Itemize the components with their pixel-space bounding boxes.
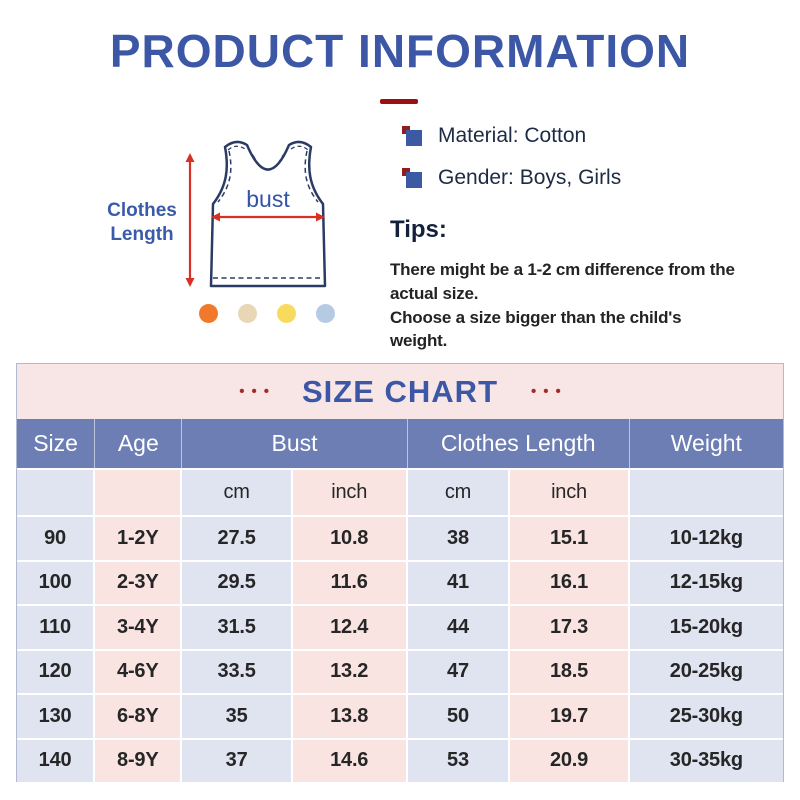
tank-top-drawing bbox=[209, 140, 327, 288]
tip-line: There might be a 1-2 cm difference from … bbox=[390, 260, 735, 303]
cell-size: 140 bbox=[17, 737, 96, 782]
cell-bust-inch: 10.8 bbox=[292, 515, 408, 560]
cell-size: 120 bbox=[17, 648, 96, 693]
cell-bust-cm: 29.5 bbox=[182, 559, 293, 604]
tips-text: There might be a 1-2 cm difference from … bbox=[390, 258, 735, 353]
tip-line: Choose a size bigger than the child's we… bbox=[390, 307, 682, 351]
cell-age: 3-4Y bbox=[95, 604, 183, 649]
cell-bust-cm: 37 bbox=[182, 737, 293, 782]
clothes-length-label: Clothes Length bbox=[107, 200, 177, 245]
unit-cell-empty bbox=[17, 468, 96, 515]
header-age: Age bbox=[95, 419, 183, 468]
bullet-squares-icon bbox=[402, 126, 424, 148]
cell-age: 1-2Y bbox=[95, 515, 183, 560]
cell-age: 4-6Y bbox=[95, 648, 183, 693]
material-row: Material: Cotton bbox=[402, 124, 760, 148]
cell-length-inch: 15.1 bbox=[510, 515, 630, 560]
cell-size: 100 bbox=[17, 559, 96, 604]
unit-length-inch: inch bbox=[510, 468, 630, 515]
dots-decoration-right: ••• bbox=[531, 383, 568, 400]
cell-length-cm: 44 bbox=[407, 604, 511, 649]
cell-length-cm: 38 bbox=[407, 515, 511, 560]
cell-size: 130 bbox=[17, 693, 96, 738]
cell-length-cm: 50 bbox=[407, 693, 511, 738]
color-swatch-orange bbox=[199, 304, 218, 323]
bullet-squares-icon bbox=[402, 168, 424, 190]
color-swatch-beige bbox=[238, 304, 257, 323]
cell-bust-inch: 11.6 bbox=[292, 559, 408, 604]
unit-cell-empty bbox=[629, 468, 783, 515]
bust-arrow-icon bbox=[211, 212, 325, 222]
gender-text: Gender: Boys, Girls bbox=[438, 166, 622, 189]
unit-bust-inch: inch bbox=[292, 468, 408, 515]
color-swatch-yellow bbox=[277, 304, 296, 323]
cell-weight: 15-20kg bbox=[629, 604, 783, 649]
product-details: Material: Cotton Gender: Boys, Girls Tip… bbox=[390, 124, 760, 353]
cell-bust-inch: 13.2 bbox=[292, 648, 408, 693]
header-weight: Weight bbox=[629, 419, 783, 468]
gender-row: Gender: Boys, Girls bbox=[402, 166, 760, 190]
dots-decoration-left: ••• bbox=[239, 383, 276, 400]
size-row-130: 130 6-8Y 35 13.8 50 19.7 25-30kg bbox=[17, 693, 783, 738]
unit-cell-empty bbox=[95, 468, 183, 515]
size-row-100: 100 2-3Y 29.5 11.6 41 16.1 12-15kg bbox=[17, 559, 783, 604]
table-units-row: cm inch cm inch bbox=[17, 468, 783, 515]
cell-bust-inch: 14.6 bbox=[292, 737, 408, 782]
cell-length-inch: 19.7 bbox=[510, 693, 630, 738]
unit-length-cm: cm bbox=[407, 468, 511, 515]
cell-length-inch: 20.9 bbox=[510, 737, 630, 782]
tips-heading: Tips: bbox=[390, 216, 447, 243]
size-row-90: 90 1-2Y 27.5 10.8 38 15.1 10-12kg bbox=[17, 515, 783, 560]
size-row-120: 120 4-6Y 33.5 13.2 47 18.5 20-25kg bbox=[17, 648, 783, 693]
size-chart-header-band: ••• SIZE CHART ••• bbox=[17, 364, 783, 419]
cell-length-inch: 16.1 bbox=[510, 559, 630, 604]
cell-bust-cm: 31.5 bbox=[182, 604, 293, 649]
cell-weight: 12-15kg bbox=[629, 559, 783, 604]
cell-bust-cm: 33.5 bbox=[182, 648, 293, 693]
cell-weight: 25-30kg bbox=[629, 693, 783, 738]
cell-bust-inch: 13.8 bbox=[292, 693, 408, 738]
cell-size: 90 bbox=[17, 515, 96, 560]
cell-age: 2-3Y bbox=[95, 559, 183, 604]
title-underline bbox=[380, 99, 418, 104]
cell-length-inch: 18.5 bbox=[510, 648, 630, 693]
page-title: PRODUCT INFORMATION bbox=[109, 25, 691, 77]
cell-length-inch: 17.3 bbox=[510, 604, 630, 649]
table-header-row: Size Age Bust Clothes Length Weight bbox=[17, 419, 783, 468]
header-size: Size bbox=[17, 419, 96, 468]
unit-bust-cm: cm bbox=[182, 468, 293, 515]
cell-length-cm: 47 bbox=[407, 648, 511, 693]
header-bust: Bust bbox=[182, 419, 408, 468]
cell-bust-cm: 35 bbox=[182, 693, 293, 738]
material-text: Material: Cotton bbox=[438, 124, 587, 147]
cell-bust-cm: 27.5 bbox=[182, 515, 293, 560]
size-row-110: 110 3-4Y 31.5 12.4 44 17.3 15-20kg bbox=[17, 604, 783, 649]
bust-label: bust bbox=[246, 186, 290, 212]
cell-weight: 20-25kg bbox=[629, 648, 783, 693]
cell-size: 110 bbox=[17, 604, 96, 649]
size-row-140: 140 8-9Y 37 14.6 53 20.9 30-35kg bbox=[17, 737, 783, 782]
size-chart-section: ••• SIZE CHART ••• Size Age Bust Clothes… bbox=[16, 363, 784, 782]
cell-length-cm: 41 bbox=[407, 559, 511, 604]
color-swatches bbox=[199, 304, 335, 323]
size-chart-title: SIZE CHART bbox=[302, 373, 498, 409]
cell-weight: 30-35kg bbox=[629, 737, 783, 782]
cell-length-cm: 53 bbox=[407, 737, 511, 782]
cell-bust-inch: 12.4 bbox=[292, 604, 408, 649]
cell-age: 8-9Y bbox=[95, 737, 183, 782]
cell-age: 6-8Y bbox=[95, 693, 183, 738]
color-swatch-light-blue bbox=[316, 304, 335, 323]
header-clothes-length: Clothes Length bbox=[407, 419, 630, 468]
cell-weight: 10-12kg bbox=[629, 515, 783, 560]
clothes-length-arrow-icon bbox=[185, 153, 195, 287]
